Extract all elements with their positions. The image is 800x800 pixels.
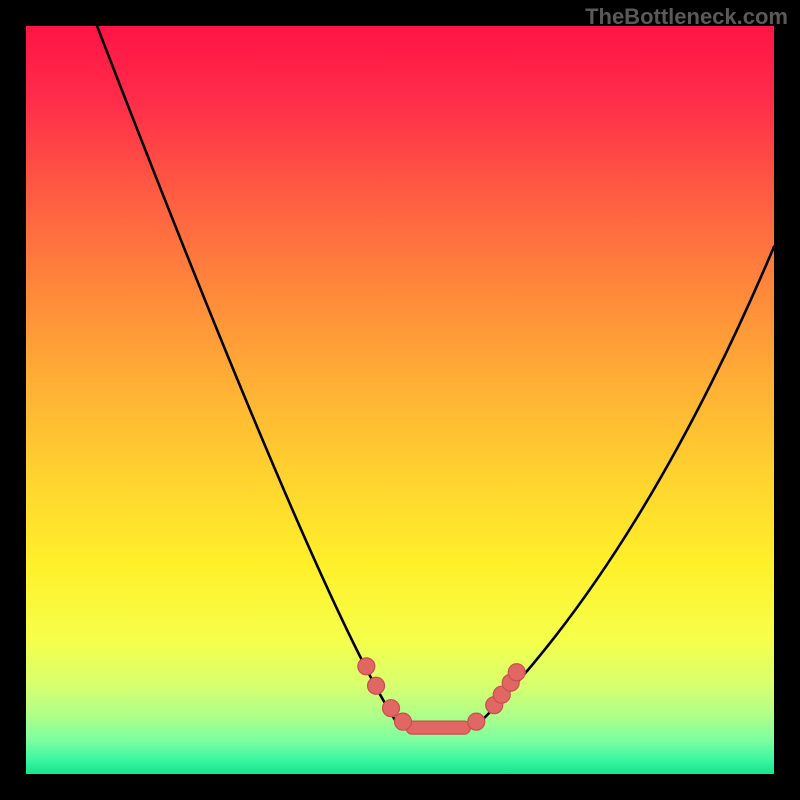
watermark-text: TheBottleneck.com	[585, 4, 788, 30]
bottleneck-chart	[0, 0, 800, 800]
chart-svg-wrap	[0, 0, 800, 800]
chart-root: TheBottleneck.com	[0, 0, 800, 800]
